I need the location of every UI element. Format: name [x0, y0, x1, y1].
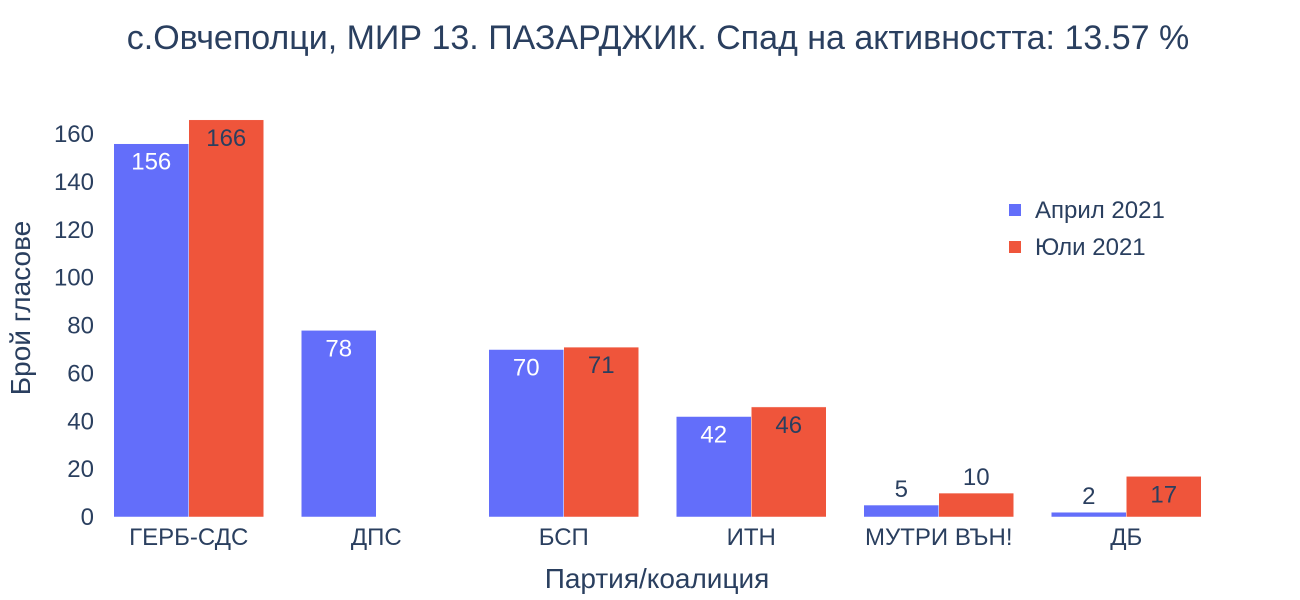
data-label: 71 — [588, 352, 615, 379]
y-tick-label: 160 — [54, 121, 94, 148]
y-tick-label: 100 — [54, 265, 94, 292]
bar[interactable] — [488, 349, 564, 518]
x-axis-title: Партия/коалиция — [545, 563, 770, 594]
data-label: 42 — [700, 422, 727, 449]
x-tick-label: МУТРИ ВЪН! — [865, 524, 1012, 551]
bar[interactable] — [1126, 476, 1202, 518]
data-label: 5 — [895, 476, 908, 503]
bars: 156 166 78 70 71 42 46 5 10 2 17 — [113, 119, 1202, 518]
bar[interactable] — [751, 406, 827, 518]
x-tick-label: ДБ — [1110, 524, 1142, 551]
bar[interactable] — [563, 346, 639, 518]
data-label: 2 — [1082, 483, 1095, 510]
data-label: 166 — [206, 125, 246, 152]
x-tick-label: ГЕРБ-СДС — [129, 524, 248, 551]
legend-label: Юли 2021 — [1035, 234, 1146, 261]
data-label: 17 — [1150, 481, 1177, 508]
legend-label: Април 2021 — [1035, 197, 1165, 224]
y-tick-label: 60 — [67, 360, 94, 387]
y-tick-label: 0 — [81, 504, 94, 531]
x-tick-label: ИТН — [727, 524, 776, 551]
y-tick-label: 80 — [67, 313, 94, 340]
chart-title: с.Овчеполци, МИР 13. ПАЗАРДЖИК. Спад на … — [127, 19, 1189, 57]
legend-swatch — [1009, 241, 1021, 253]
x-tick-label: БСП — [539, 524, 589, 551]
bar[interactable] — [676, 416, 752, 518]
y-tick-label: 40 — [67, 408, 94, 435]
y-axis: 0 20 40 60 80 100 120 140 160 — [54, 121, 94, 531]
x-axis: ГЕРБ-СДС ДПС БСП ИТН МУТРИ ВЪН! ДБ — [129, 524, 1142, 551]
data-label: 78 — [325, 335, 352, 362]
data-label: 156 — [131, 149, 171, 176]
y-tick-label: 20 — [67, 456, 94, 483]
legend[interactable]: Април 2021 Юли 2021 — [1009, 197, 1165, 261]
bar[interactable] — [188, 119, 264, 518]
bar[interactable] — [113, 143, 189, 518]
x-tick-label: ДПС — [351, 524, 402, 551]
bar[interactable] — [1051, 511, 1127, 518]
y-tick-label: 120 — [54, 217, 94, 244]
y-tick-label: 140 — [54, 169, 94, 196]
bar[interactable] — [863, 504, 939, 518]
data-label: 10 — [963, 464, 990, 491]
bar[interactable] — [938, 492, 1014, 518]
bar[interactable] — [301, 330, 377, 518]
data-label: 70 — [513, 355, 540, 382]
legend-swatch — [1009, 204, 1021, 216]
data-label: 46 — [775, 412, 802, 439]
y-axis-title: Брой гласове — [5, 221, 36, 395]
